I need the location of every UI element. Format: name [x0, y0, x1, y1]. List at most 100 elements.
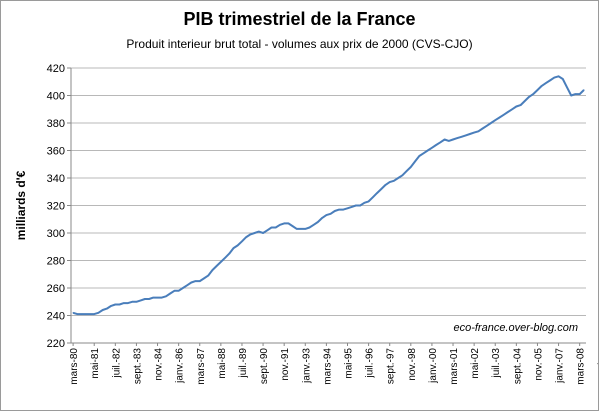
x-tick-label: mai-95: [343, 348, 354, 379]
data-point: [224, 257, 226, 259]
data-point: [401, 174, 403, 176]
data-point: [473, 132, 475, 134]
data-point: [414, 160, 416, 163]
data-point: [355, 204, 357, 207]
data-point: [317, 221, 319, 223]
data-point: [465, 134, 467, 136]
x-tick-label: sept.-97: [386, 348, 397, 385]
data-point: [439, 141, 441, 143]
gridlines: [67, 67, 586, 344]
data-point: [85, 313, 87, 315]
series-line: [72, 75, 585, 316]
y-tick-label: 260: [47, 283, 65, 295]
data-point: [558, 75, 560, 77]
data-point: [211, 269, 213, 271]
x-tick-label: mai-09: [597, 348, 598, 379]
data-point: [118, 303, 121, 306]
data-point: [393, 180, 395, 182]
data-point: [123, 302, 125, 304]
watermark-text: eco-france.over-blog.com: [453, 322, 578, 334]
y-tick-label: 420: [47, 63, 65, 75]
data-point: [524, 100, 526, 102]
x-tick-label: mars-94: [322, 348, 333, 385]
data-point: [296, 228, 298, 230]
data-point: [207, 275, 209, 277]
data-point: [325, 214, 327, 216]
data-point: [334, 210, 336, 212]
data-point: [203, 277, 205, 279]
data-point: [131, 301, 133, 303]
data-point: [368, 200, 370, 202]
data-point: [372, 196, 374, 198]
y-tick-label: 380: [47, 118, 65, 130]
data-point: [321, 217, 323, 219]
data-point: [279, 224, 281, 226]
data-point: [254, 232, 256, 234]
data-point: [127, 302, 129, 304]
data-point: [570, 94, 572, 97]
data-point: [456, 137, 458, 139]
x-tick-label: mars-08: [576, 348, 587, 385]
data-point: [541, 85, 543, 87]
data-point: [140, 299, 142, 301]
data-point: [266, 229, 268, 231]
data-point: [342, 209, 344, 211]
x-tick-labels: mars-80 mai-81 juil.-82 sept.-83 nov.-84 janv…: [69, 348, 598, 385]
data-point: [520, 104, 522, 106]
x-tick-label: janv.-93: [301, 348, 312, 384]
data-point: [566, 86, 568, 88]
data-point: [427, 149, 429, 152]
data-point: [148, 298, 150, 300]
data-point: [397, 177, 399, 179]
data-point: [583, 89, 585, 91]
y-tick-label: 280: [47, 256, 65, 268]
x-tick-label: janv.-00: [428, 348, 439, 384]
data-point: [507, 111, 509, 113]
data-point: [199, 280, 201, 282]
data-point: [287, 222, 289, 224]
x-tick-label: mars-01: [449, 348, 460, 385]
data-point: [380, 188, 382, 190]
x-tick-label: mai-81: [90, 348, 101, 379]
data-point: [486, 125, 488, 127]
x-tick-label: janv.-07: [555, 348, 566, 384]
data-point: [283, 222, 285, 224]
data-point: [422, 152, 425, 154]
data-point: [469, 133, 471, 135]
data-point: [241, 240, 243, 242]
data-point: [452, 138, 454, 141]
data-point: [477, 130, 479, 132]
data-point: [308, 226, 311, 229]
data-point: [503, 114, 505, 116]
data-point: [81, 313, 83, 315]
chart-title: PIB trimestriel de la France: [183, 9, 416, 29]
data-point: [389, 181, 391, 183]
data-point: [515, 105, 517, 108]
data-point: [300, 228, 302, 230]
data-point: [528, 96, 530, 98]
data-point: [406, 170, 408, 172]
y-tick-labels: 220 240 260 280 300 320 340 360 380 400 420: [47, 63, 65, 350]
data-point: [232, 247, 235, 249]
data-point: [532, 93, 534, 95]
data-point: [448, 140, 450, 142]
x-tick-label: juil.-03: [491, 348, 502, 379]
x-tick-label: nov.-98: [407, 348, 418, 381]
data-point: [169, 292, 171, 295]
data-point: [258, 231, 260, 233]
series-lines: [72, 75, 585, 316]
data-point: [173, 290, 175, 292]
y-axis-label: milliards d'€: [14, 170, 28, 240]
x-tick-label: mars-80: [69, 348, 80, 385]
x-tick-label: janv.-86: [175, 348, 186, 384]
x-tick-label: mai-88: [217, 348, 228, 379]
data-point: [346, 207, 349, 209]
chart-subtitle: Produit interieur brut total - volumes a…: [126, 37, 473, 51]
data-point: [270, 226, 273, 229]
data-point: [494, 119, 496, 121]
data-point: [376, 192, 378, 194]
data-point: [97, 312, 99, 314]
data-point: [72, 312, 74, 314]
